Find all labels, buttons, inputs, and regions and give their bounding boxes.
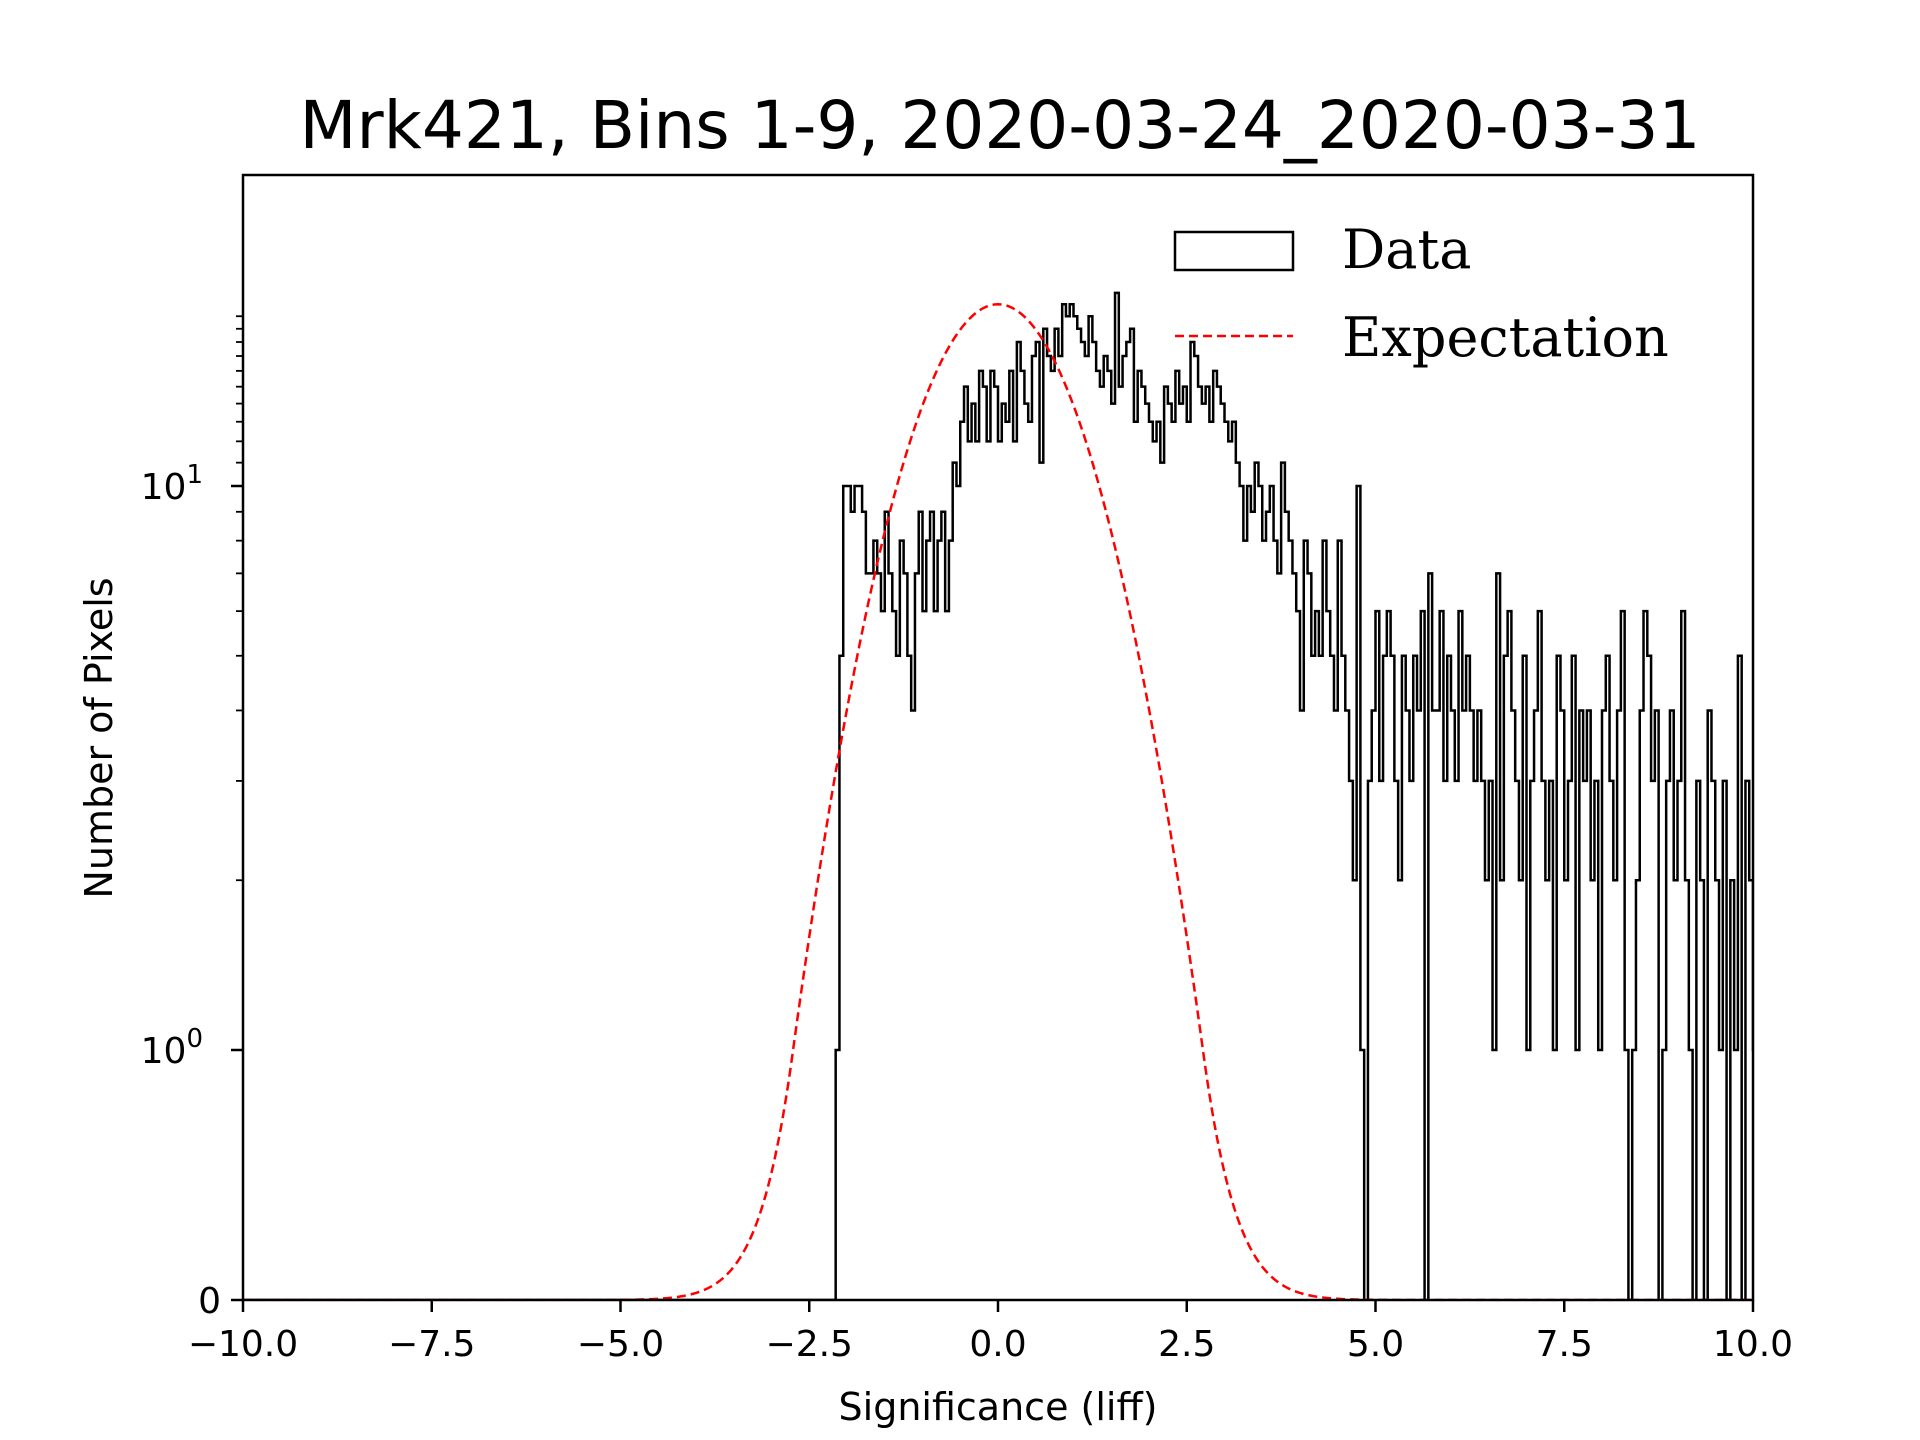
x-tick-label: 5.0 xyxy=(1347,1324,1404,1365)
x-tick-label: −7.5 xyxy=(388,1324,475,1365)
legend: Data Expectation xyxy=(1173,218,1669,369)
y-axis-label: Number of Pixels xyxy=(77,577,121,898)
x-axis-label: Significance (liff) xyxy=(839,1385,1158,1429)
y-axis-ticks: 0 100 101 xyxy=(141,315,243,1322)
x-tick-label: 0.0 xyxy=(969,1324,1026,1365)
y-tick-label: 0 xyxy=(198,1281,221,1322)
y-tick-label: 101 xyxy=(141,460,203,508)
x-tick-label: 2.5 xyxy=(1158,1324,1215,1365)
chart-title: Mrk421, Bins 1-9, 2020-03-24_2020-03-31 xyxy=(300,87,1701,164)
legend-expectation-label: Expectation xyxy=(1342,306,1669,369)
legend-data-label: Data xyxy=(1342,218,1471,281)
expectation-curve-series xyxy=(243,303,1753,1300)
x-axis-ticks: −10.0 −7.5 −5.0 −2.5 0.0 2.5 5.0 7.5 10.0 xyxy=(188,1300,1793,1365)
y-tick-label: 100 xyxy=(141,1024,203,1072)
legend-data-swatch xyxy=(1173,230,1295,272)
x-tick-label: −10.0 xyxy=(188,1324,298,1365)
x-tick-label: 10.0 xyxy=(1713,1324,1793,1365)
x-tick-label: 7.5 xyxy=(1536,1324,1593,1365)
x-tick-label: −2.5 xyxy=(766,1324,853,1365)
x-tick-label: −5.0 xyxy=(577,1324,664,1365)
data-histogram-series xyxy=(243,291,1753,1300)
